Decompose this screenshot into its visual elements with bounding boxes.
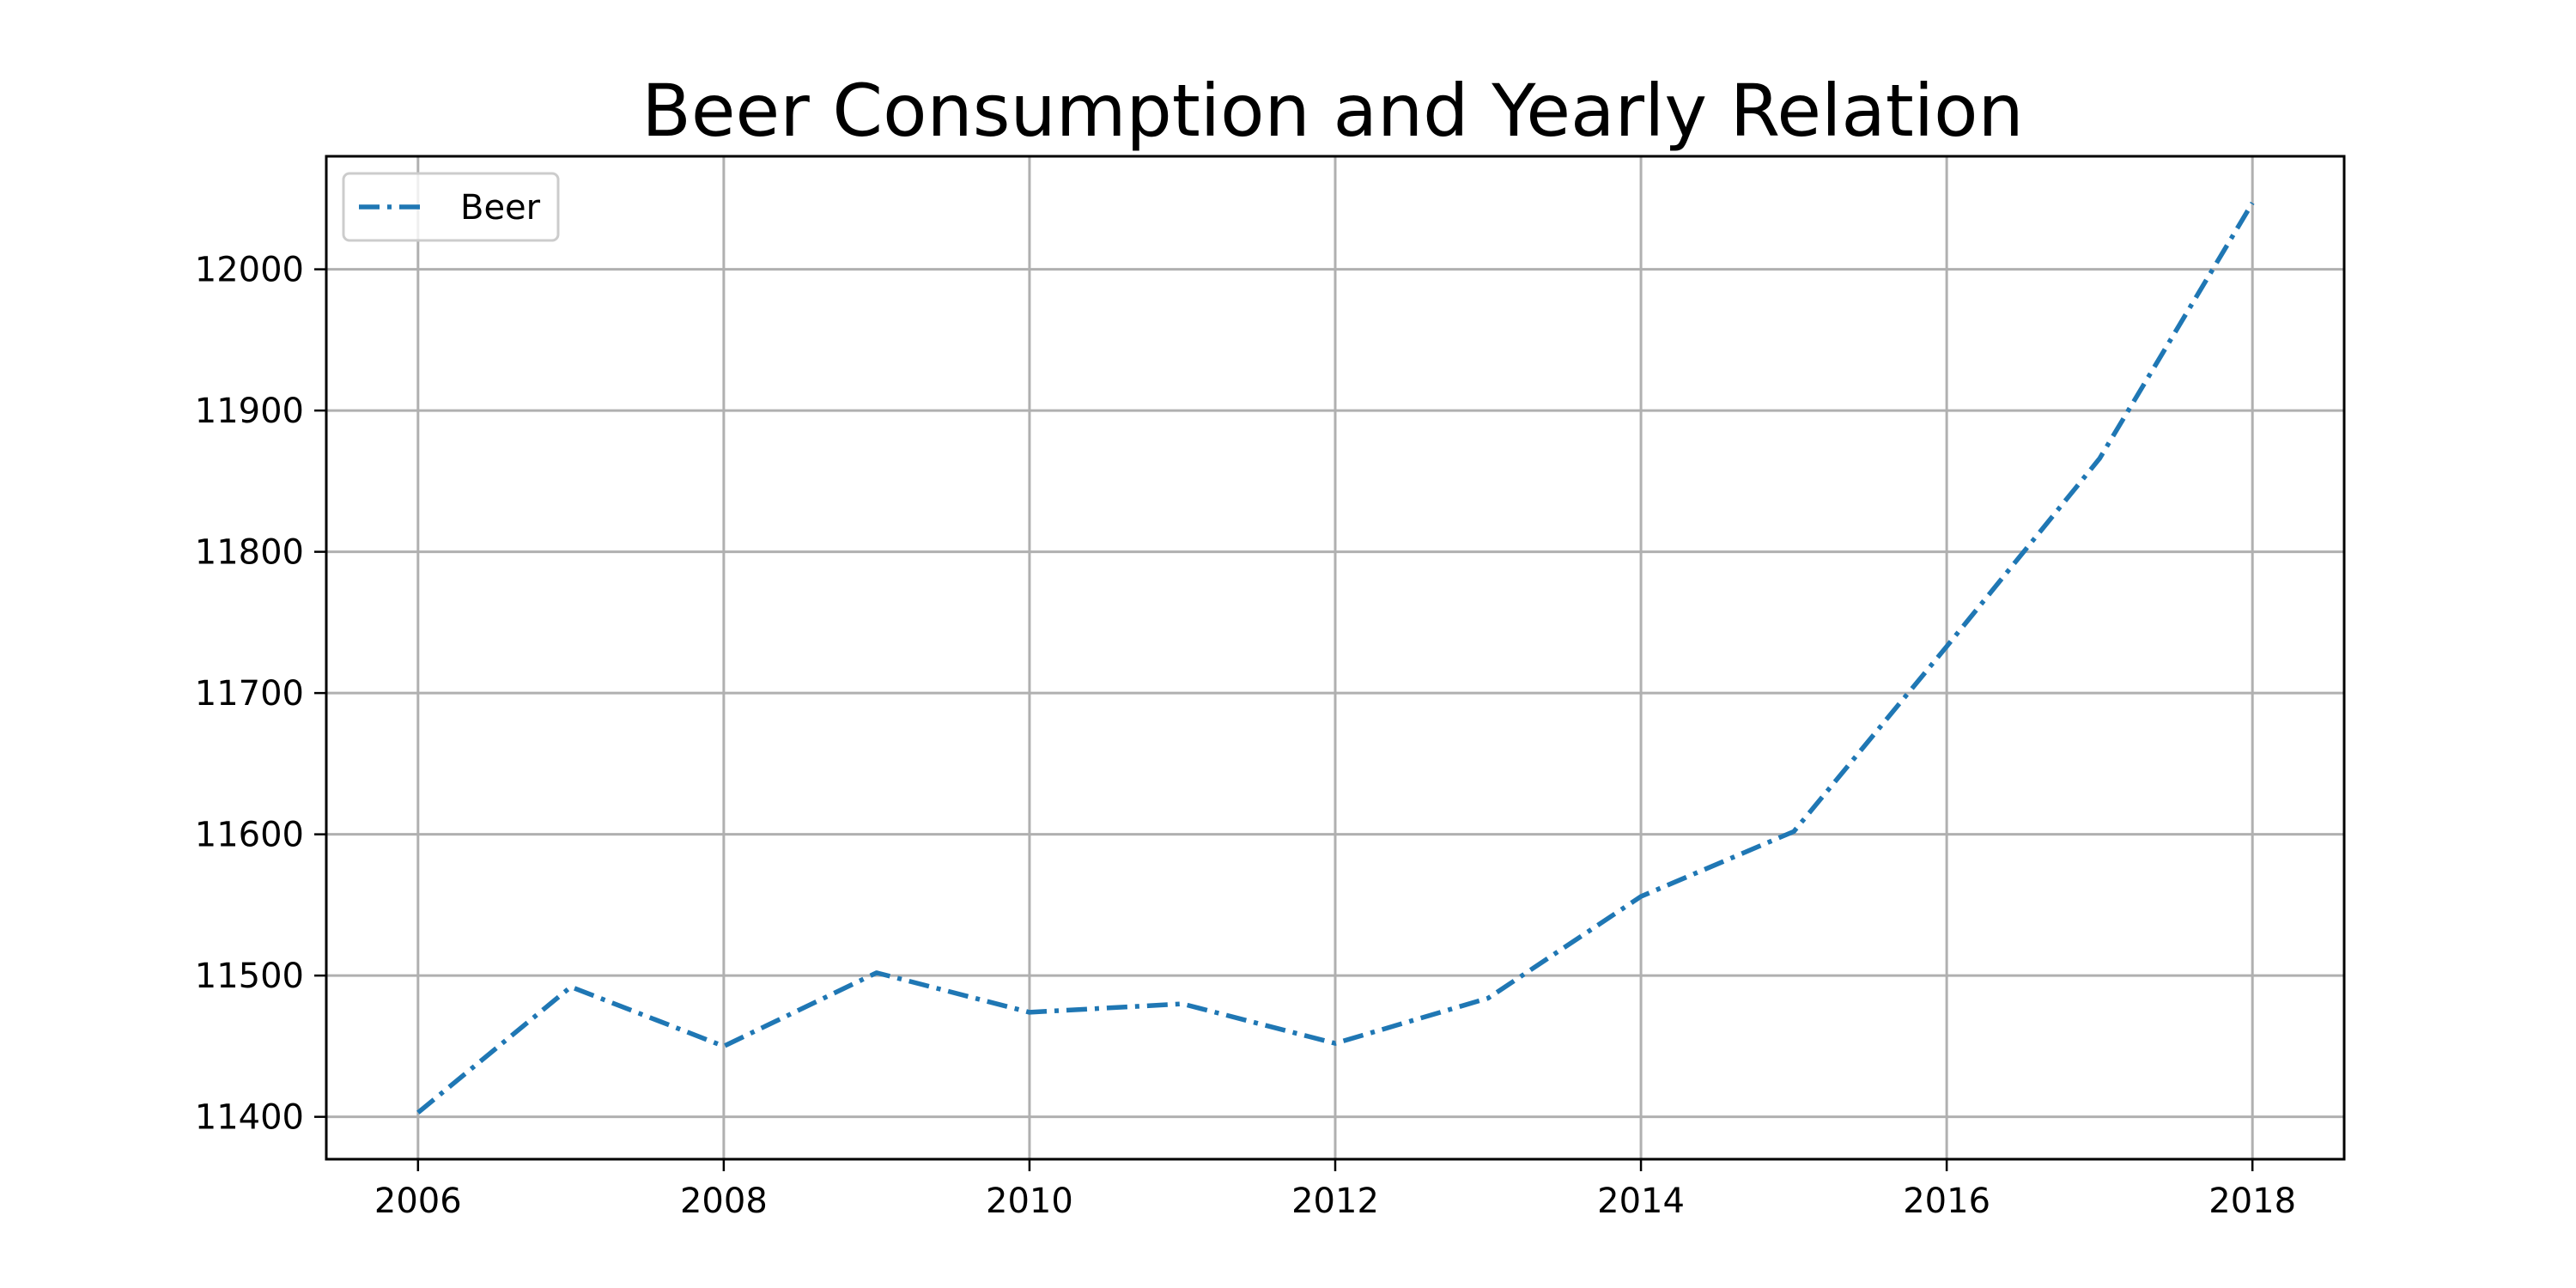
y-tick-label: 11900 <box>195 392 304 431</box>
y-tick-label: 11700 <box>195 674 304 714</box>
x-tick-label: 2006 <box>374 1182 462 1221</box>
y-tick-label: 12000 <box>195 251 304 290</box>
legend-label: Beer <box>460 188 541 228</box>
x-tick-label: 2018 <box>2208 1182 2296 1221</box>
y-tick-label: 11400 <box>195 1098 304 1138</box>
series-layer <box>416 201 2255 1115</box>
y-tick-label: 11500 <box>195 957 304 996</box>
grid <box>326 156 2344 1159</box>
x-tick-label: 2016 <box>1903 1182 1990 1221</box>
x-tick-label: 2010 <box>986 1182 1073 1221</box>
x-tick-label: 2008 <box>680 1182 768 1221</box>
axis-ticks: 2006 2008 2010 2012 2014 2016 2018 11400 11500 11… <box>195 251 2296 1221</box>
x-tick-label: 2012 <box>1291 1182 1379 1221</box>
y-tick-label: 11800 <box>195 533 304 573</box>
series-line-beer <box>416 201 2255 1115</box>
chart-title: Beer Consumption and Yearly Relation <box>641 69 2024 153</box>
y-tick-label: 11600 <box>195 816 304 855</box>
x-tick-label: 2014 <box>1597 1182 1685 1221</box>
legend: Beer <box>342 172 560 242</box>
legend-box <box>342 172 560 242</box>
